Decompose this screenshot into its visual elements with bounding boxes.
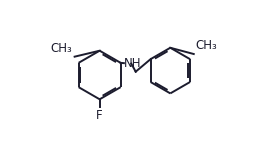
Text: F: F [96,109,103,122]
Text: CH₃: CH₃ [195,39,217,52]
Text: CH₃: CH₃ [51,42,72,55]
Text: NH: NH [124,57,142,70]
